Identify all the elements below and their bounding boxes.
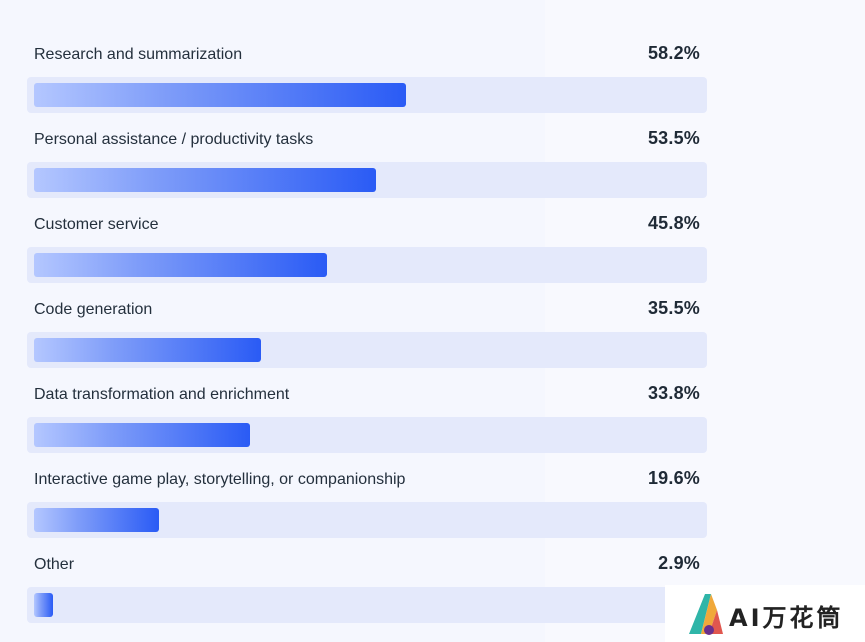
bar-row: Research and summarization 58.2% — [0, 9, 865, 113]
watermark-text: AI万花筒 — [729, 604, 844, 632]
bar-fill — [34, 253, 327, 277]
bar-fill — [34, 593, 53, 617]
bar-track — [27, 247, 707, 283]
value-label: 53.5% — [647, 128, 700, 148]
bar-row: Interactive game play, storytelling, or … — [0, 434, 865, 538]
bar-track — [27, 587, 707, 623]
bar-track — [27, 162, 707, 198]
bar-track — [27, 332, 707, 368]
bar-fill — [34, 338, 261, 362]
bar-row: Personal assistance / productivity tasks… — [0, 94, 865, 198]
category-label: Research and summarization — [34, 46, 243, 63]
watermark: AI万花筒 — [665, 585, 865, 642]
bar-track — [27, 417, 707, 453]
value-label: 19.6% — [647, 468, 700, 488]
bar-row: Customer service 45.8% — [0, 179, 865, 283]
category-label: Personal assistance / productivity tasks — [34, 131, 314, 148]
category-label: Customer service — [34, 216, 159, 233]
value-label: 58.2% — [647, 43, 700, 63]
bar-track — [27, 77, 707, 113]
bar-row: Code generation 35.5% — [0, 264, 865, 368]
bar-track — [27, 502, 707, 538]
value-label: 45.8% — [647, 213, 700, 233]
value-label: 35.5% — [647, 298, 700, 318]
kaleidoscope-logo-icon — [689, 594, 723, 635]
category-label: Data transformation and enrichment — [34, 386, 290, 403]
category-label: Other — [34, 556, 75, 573]
bar-fill — [34, 423, 250, 447]
bar-fill — [34, 83, 406, 107]
bar-fill — [34, 508, 159, 532]
bar-row: Other 2.9% — [0, 519, 865, 623]
value-label: 2.9% — [658, 553, 700, 573]
value-label: 33.8% — [647, 383, 700, 403]
category-label: Interactive game play, storytelling, or … — [34, 471, 406, 488]
bar-fill — [34, 168, 376, 192]
bar-row: Data transformation and enrichment 33.8% — [0, 349, 865, 453]
category-label: Code generation — [34, 301, 153, 318]
